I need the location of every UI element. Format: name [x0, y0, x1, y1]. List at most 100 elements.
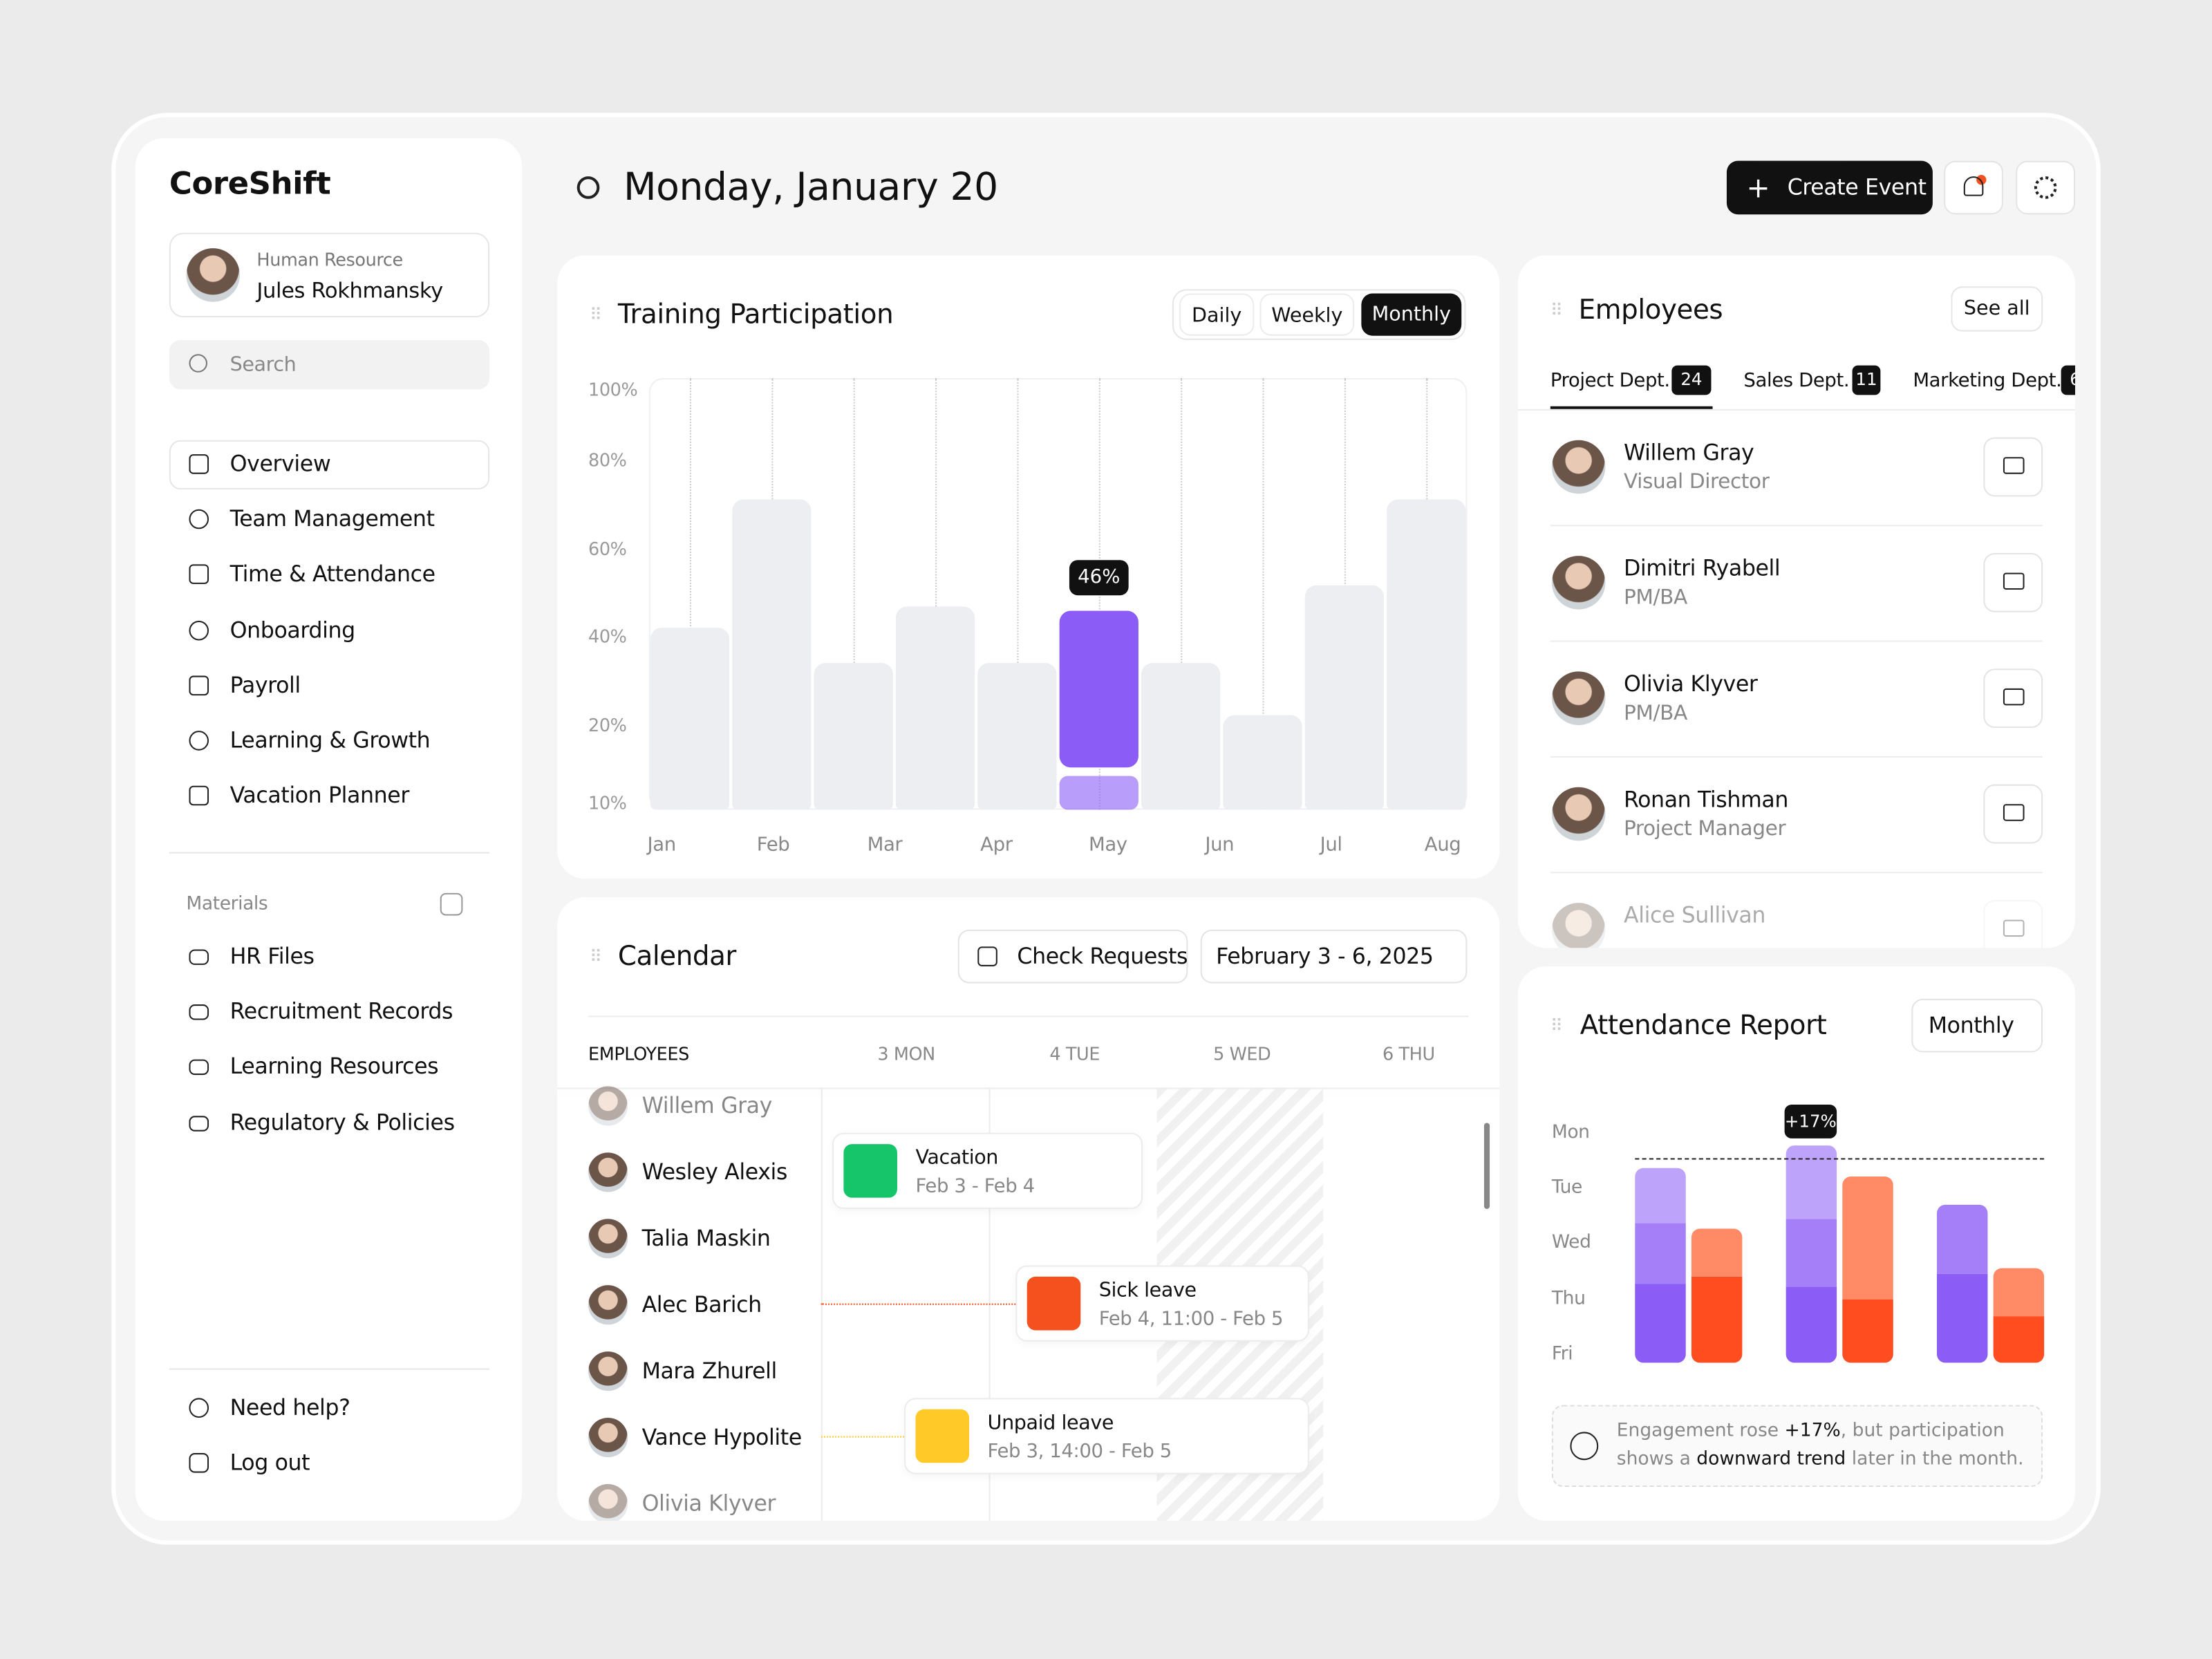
dept-tab[interactable]: Project Dept.: [1550, 369, 1670, 393]
row-divider: [1550, 872, 2043, 874]
avatar: [588, 1285, 628, 1325]
nav-item[interactable]: Overview: [229, 451, 331, 477]
avatar: [588, 1219, 628, 1259]
period-select[interactable]: [1911, 998, 2043, 1053]
material-item[interactable]: HR Files: [229, 944, 315, 970]
value-badge: 46%: [1069, 560, 1129, 596]
material-item[interactable]: Recruitment Records: [229, 999, 453, 1025]
reference-line: [1635, 1158, 2045, 1160]
bar: [1387, 498, 1466, 810]
calendar-title: Calendar: [617, 941, 737, 973]
employee-name: Dimitri Ryabell: [1623, 556, 1781, 581]
employee-role: Visual Director: [1623, 471, 1770, 494]
material-item[interactable]: Learning Resources: [229, 1054, 439, 1080]
bar-segment: [1691, 1276, 1743, 1363]
sticky-line: [557, 1087, 1500, 1089]
nav-item[interactable]: Vacation Planner: [229, 783, 410, 809]
event-title: Unpaid leave: [987, 1412, 1114, 1435]
footer-item[interactable]: Log out: [229, 1450, 310, 1476]
mail-button[interactable]: [1983, 784, 2043, 844]
header-line: [588, 1015, 1469, 1018]
note-part: later in the month.: [1846, 1448, 2024, 1470]
avatar: [1551, 903, 1606, 948]
icon: [189, 1115, 209, 1131]
mail-button[interactable]: [1983, 668, 2043, 729]
attendance-title: Attendance Report: [1580, 1010, 1827, 1042]
person-name: Olivia Klyver: [641, 1491, 776, 1517]
day-label: Mon: [1551, 1122, 1590, 1144]
dept-count: 11: [1852, 365, 1881, 395]
y-tick-label: 40%: [588, 626, 627, 647]
footer-item[interactable]: Need help?: [229, 1395, 350, 1421]
avatar: [588, 1483, 628, 1521]
person-name: Alec Barich: [641, 1292, 762, 1318]
calendar-card: ⠿ Calendar Check Requests February 3 - 6, 2…: [557, 897, 1500, 1521]
nav-item[interactable]: Onboarding: [229, 617, 356, 643]
mail-button[interactable]: [1983, 552, 2043, 612]
column-header: 4 TUE: [1049, 1043, 1100, 1065]
event-dates: Feb 4, 11:00 - Feb 5: [1098, 1307, 1284, 1331]
check-requests[interactable]: [957, 929, 1188, 984]
event[interactable]: [904, 1398, 1309, 1474]
nav-item[interactable]: Team Management: [229, 507, 435, 532]
divider: [169, 1368, 490, 1370]
employee-role: PM/BA: [1623, 702, 1687, 725]
bar-segment: [1635, 1168, 1686, 1224]
icon: [189, 675, 209, 695]
nav-item[interactable]: Time & Attendance: [229, 562, 435, 588]
person-name: Talia Maskin: [641, 1226, 771, 1252]
employee-name: Willem Gray: [1623, 440, 1754, 466]
employee-role: PM/BA: [1623, 586, 1687, 610]
note-icon: [1570, 1432, 1599, 1461]
grip: ⠿: [1550, 1015, 1563, 1035]
dept-tab[interactable]: Marketing Dept.: [1913, 369, 2062, 393]
create-button[interactable]: [1726, 160, 1933, 215]
note-part: +17%: [1784, 1421, 1841, 1442]
nav-item[interactable]: Payroll: [229, 673, 301, 698]
tab[interactable]: Monthly: [1361, 293, 1462, 336]
event-icon: [843, 1144, 897, 1198]
material-item[interactable]: Regulatory & Policies: [229, 1109, 455, 1136]
search-box[interactable]: [169, 339, 490, 390]
tab[interactable]: Weekly: [1259, 293, 1355, 336]
see-all[interactable]: See all: [1951, 286, 2043, 332]
tab-underline: [1550, 406, 1713, 409]
icon: [189, 1398, 209, 1418]
bar-segment: [1937, 1205, 1988, 1274]
dept-tab[interactable]: Sales Dept.: [1743, 369, 1850, 393]
mail-button[interactable]: [1983, 437, 2043, 497]
person-name: Vance Hypolite: [641, 1425, 803, 1450]
user-name: Jules Rokhmansky: [256, 278, 443, 303]
user-switch[interactable]: [169, 232, 490, 318]
column-header: 6 THU: [1382, 1043, 1435, 1065]
nav-item[interactable]: Learning & Growth: [229, 728, 431, 753]
note: Engagement rose +17%, but participation …: [1617, 1418, 2029, 1474]
mail-icon: [2003, 804, 2025, 821]
x-tick-label: Aug: [1424, 834, 1461, 856]
bar-segment: [1785, 1218, 1837, 1287]
date-range-box[interactable]: [1200, 929, 1468, 984]
person-name: Willem Gray: [641, 1093, 773, 1119]
mail-button[interactable]: [1983, 900, 2043, 948]
grid-line: [1181, 377, 1183, 810]
nav-active: [169, 440, 490, 490]
employee-name: Ronan Tishman: [1623, 787, 1789, 813]
x-tick-label: Jan: [647, 834, 677, 856]
tab[interactable]: Daily: [1179, 293, 1255, 336]
grid-line: [689, 377, 691, 810]
avatar: [588, 1351, 628, 1391]
y-tick-label: 10%: [588, 791, 627, 814]
cal-icon: [977, 946, 997, 966]
plus: +: [1746, 170, 1770, 205]
x-tick-label: Feb: [756, 834, 790, 856]
x-tick-label: Jun: [1205, 834, 1235, 856]
mail-icon: [2003, 688, 2025, 706]
day-label: Fri: [1551, 1343, 1573, 1365]
bar-segment: [1842, 1300, 1893, 1363]
event-dates: Feb 3, 14:00 - Feb 5: [987, 1440, 1172, 1463]
bar-segment: [1785, 1145, 1837, 1219]
user-role: Human Resource: [256, 249, 403, 270]
y-tick-label: 60%: [588, 538, 627, 560]
